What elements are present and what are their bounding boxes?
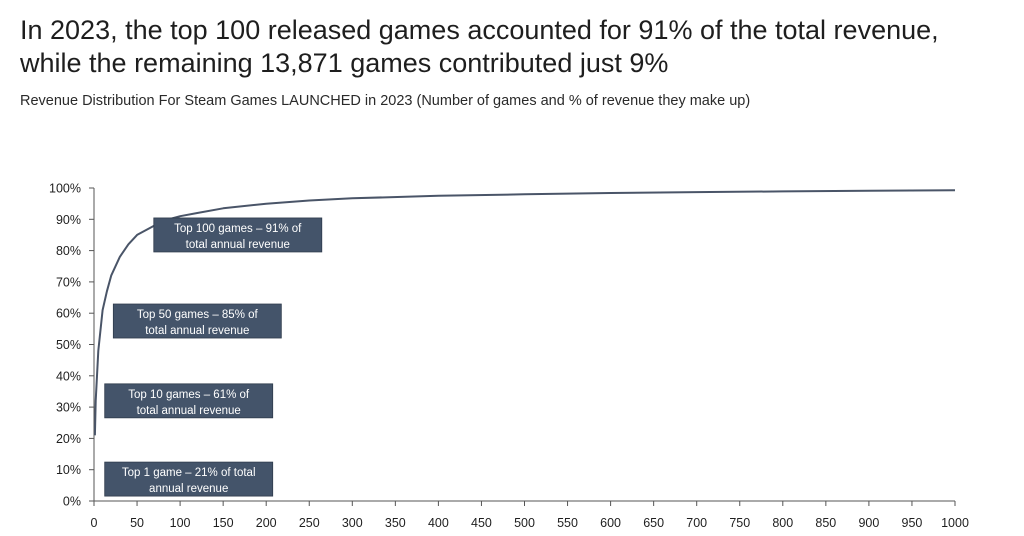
annotation-background — [153, 217, 323, 253]
headline-line-1: In 2023, the top 100 released games acco… — [20, 15, 939, 45]
x-tick-label: 0 — [91, 516, 98, 530]
y-tick-label: 10% — [56, 463, 81, 477]
annotation-text-line-2: total annual revenue — [137, 405, 241, 417]
annotation-box: Top 50 games – 85% of total annual revenu… — [112, 303, 282, 339]
annotation-background — [104, 461, 274, 497]
x-tick-label: 550 — [557, 516, 578, 530]
annotation-text-line-2: total annual revenue — [186, 239, 290, 251]
y-tick-label: 20% — [56, 432, 81, 446]
x-tick-label: 800 — [772, 516, 793, 530]
annotation-text-line-1: Top 10 games – 61% of — [128, 389, 250, 401]
x-tick-label: 1000 — [941, 516, 969, 530]
x-tick-label: 400 — [428, 516, 449, 530]
annotation-background — [104, 383, 274, 419]
y-tick-label: 40% — [56, 369, 81, 383]
x-tick-label: 350 — [385, 516, 406, 530]
x-tick-label: 200 — [256, 516, 277, 530]
y-tick-label: 0% — [63, 495, 81, 509]
annotation-box: Top 1 game – 21% of total annual revenue — [104, 461, 274, 497]
annotation-text-line-2: total annual revenue — [145, 325, 249, 337]
headline: In 2023, the top 100 released games acco… — [20, 14, 1020, 80]
x-tick-label: 700 — [686, 516, 707, 530]
x-tick-label: 250 — [299, 516, 320, 530]
x-tick-label: 100 — [170, 516, 191, 530]
x-tick-label: 650 — [643, 516, 664, 530]
x-tick-label: 850 — [815, 516, 836, 530]
annotation-text-line-1: Top 100 games – 91% of — [174, 223, 302, 235]
x-tick-label: 600 — [600, 516, 621, 530]
annotation-text-line-1: Top 50 games – 85% of — [137, 309, 259, 321]
x-tick-label: 950 — [902, 516, 923, 530]
chart-subtitle: Revenue Distribution For Steam Games LAU… — [20, 93, 751, 109]
y-tick-label: 80% — [56, 244, 81, 258]
annotation-box: Top 10 games – 61% of total annual revenu… — [104, 383, 274, 419]
x-tick-label: 450 — [471, 516, 492, 530]
y-tick-label: 30% — [56, 401, 81, 415]
series-line — [93, 189, 956, 436]
annotation-background — [112, 303, 282, 339]
y-tick-label: 50% — [56, 338, 81, 352]
x-tick-label: 900 — [858, 516, 879, 530]
y-tick-label: 70% — [56, 275, 81, 289]
x-tick-label: 300 — [342, 516, 363, 530]
headline-line-2: while the remaining 13,871 games contrib… — [20, 48, 669, 78]
annotation-text-line-1: Top 1 game – 21% of total — [122, 467, 256, 479]
annotation-box: Top 100 games – 91% of total annual reven… — [153, 217, 323, 253]
y-tick-label: 60% — [56, 307, 81, 321]
y-tick-label: 90% — [56, 213, 81, 227]
x-tick-label: 150 — [213, 516, 234, 530]
annotation-text-line-2: annual revenue — [149, 483, 228, 495]
x-tick-label: 50 — [130, 516, 144, 530]
x-tick-label: 500 — [514, 516, 535, 530]
x-tick-label: 750 — [729, 516, 750, 530]
y-tick-label: 100% — [49, 182, 81, 196]
